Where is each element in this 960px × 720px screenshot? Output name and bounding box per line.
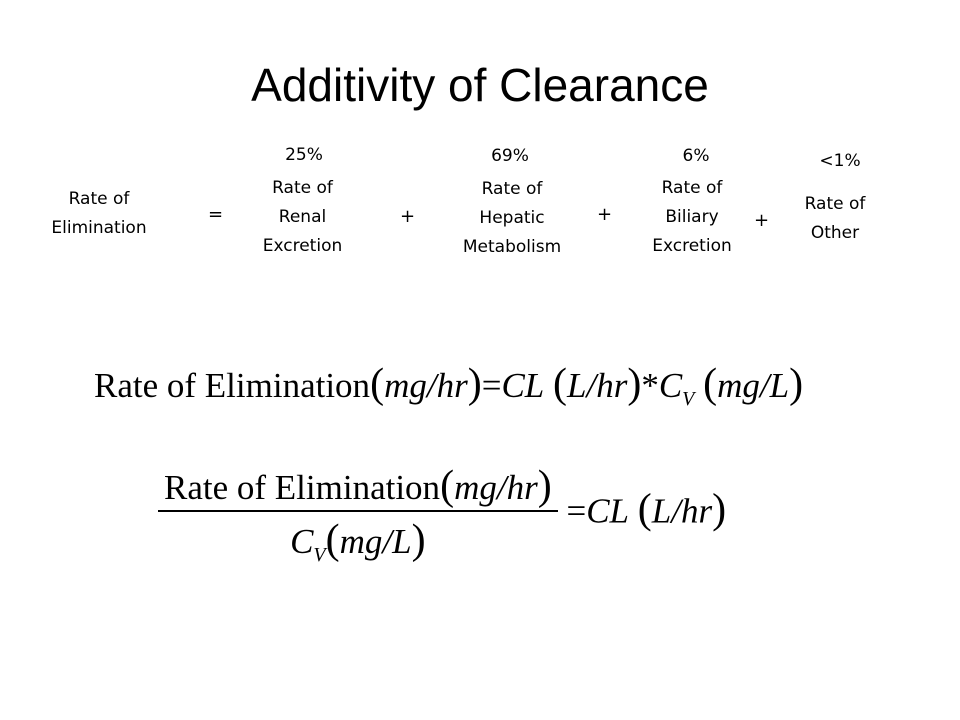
plus-operator: + (754, 210, 770, 231)
term-other: Rate of Other (804, 194, 866, 243)
hepatic-percent: 69% (491, 146, 529, 166)
eq1-times: * (641, 366, 659, 405)
eq2-cl: CL (586, 491, 629, 531)
term-elimination: Rate of Elimination (51, 189, 147, 238)
renal-percent: 25% (285, 145, 323, 165)
eq1-lhs-unit: mg/hr (384, 366, 468, 405)
eq1-lhs: Rate of Elimination (94, 366, 371, 405)
term-biliary-excretion: Rate of Biliary Excretion (652, 178, 732, 256)
eq1-cl: CL (501, 366, 545, 405)
eq2-denominator: CV(mg/L) (290, 517, 426, 566)
other-percent: <1% (819, 151, 861, 171)
slide-title: Additivity of Clearance (251, 59, 709, 111)
biliary-percent: 6% (682, 146, 710, 166)
plus-operator: + (597, 204, 613, 225)
eq1-cv: C (658, 366, 683, 405)
term-renal-excretion: Rate of Renal Excretion (262, 178, 343, 256)
eq1-equals: = (481, 366, 502, 405)
eq1-cl-unit: L/hr (567, 366, 628, 405)
equals-operator: = (208, 204, 224, 225)
eq2-numerator: Rate of Elimination(mg/hr) (158, 462, 558, 512)
term-hepatic-metabolism: Rate of Hepatic Metabolism (462, 179, 562, 257)
eq2-fraction: Rate of Elimination(mg/hr) CV(mg/L) (158, 462, 558, 567)
eq1-cv-sub: V (682, 388, 695, 410)
eq2-cl-unit: L/hr (651, 491, 713, 531)
equation-clearance: Rate of Elimination(mg/hr) CV(mg/L) =CL … (158, 462, 726, 567)
equation-rate-elimination: Rate of Elimination(mg/hr)=CL (L/hr)*CV … (94, 361, 804, 410)
eq1-cv-unit: mg/L (717, 366, 790, 405)
eq2-equals: = (566, 491, 587, 531)
plus-operator: + (400, 206, 416, 227)
